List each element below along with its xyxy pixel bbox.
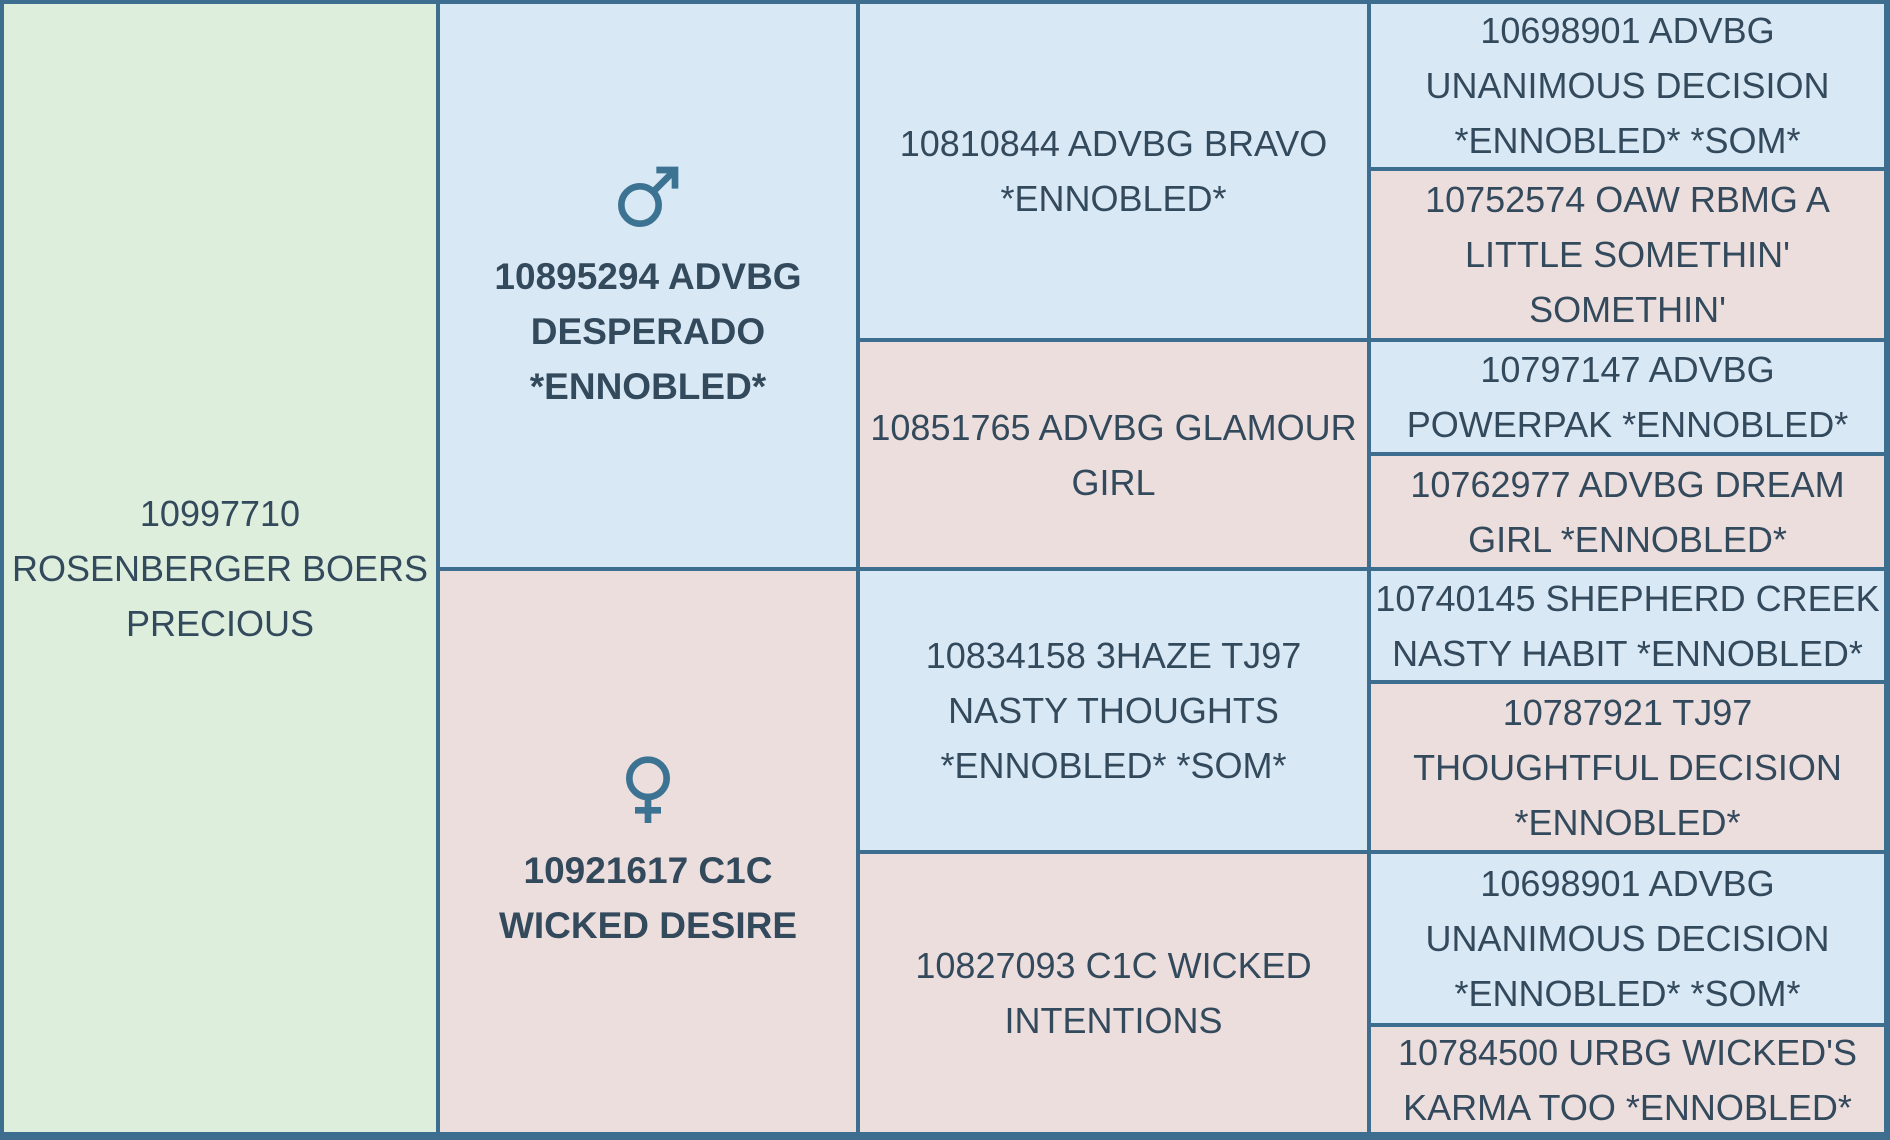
subject-label: 10997710 ROSENBERGER BOERS PRECIOUS (11, 492, 429, 644)
sire-label: 10895294 ADVBG DESPERADO *ENNOBLED* (494, 256, 802, 407)
great-granddam-cell: 10784500 URBG WICKED'S KARMA TOO *ENNOBL… (1371, 1027, 1884, 1132)
maternal-grandsire-cell: 10834158 3HAZE TJ97 NASTY THOUGHTS *ENNO… (860, 571, 1367, 850)
sire-cell: 10895294 ADVBG DESPERADO *ENNOBLED* (440, 4, 856, 567)
great-granddam-label: 10752574 OAW RBMG A LITTLE SOMETHIN' SOM… (1425, 179, 1830, 330)
great-granddam-label: 10762977 ADVBG DREAM GIRL *ENNOBLED* (1410, 463, 1845, 560)
great-grandsire-label: 10698901 ADVBG UNANIMOUS DECISION *ENNOB… (1425, 10, 1830, 161)
great-granddam-cell: 10762977 ADVBG DREAM GIRL *ENNOBLED* (1371, 456, 1884, 567)
great-grandsire-cell: 10740145 SHEPHERD CREEK NASTY HABIT *ENN… (1371, 571, 1884, 680)
great-grandsire-label: 10698901 ADVBG UNANIMOUS DECISION *ENNOB… (1425, 863, 1830, 1014)
maternal-grandsire-label: 10834158 3HAZE TJ97 NASTY THOUGHTS *ENNO… (925, 635, 1302, 786)
paternal-granddam-cell: 10851765 ADVBG GLAMOUR GIRL (860, 342, 1367, 567)
great-granddam-label: 10784500 URBG WICKED'S KARMA TOO *ENNOBL… (1397, 1031, 1858, 1128)
female-icon (608, 751, 688, 831)
great-grandsire-label: 10797147 ADVBG POWERPAK *ENNOBLED* (1406, 349, 1849, 445)
subject-cell: 10997710 ROSENBERGER BOERS PRECIOUS (4, 4, 436, 1132)
great-granddam-label: 10787921 TJ97 THOUGHTFUL DECISION *ENNOB… (1413, 691, 1842, 843)
dam-cell: 10921617 C1C WICKED DESIRE (440, 571, 856, 1132)
great-grandsire-label: 10740145 SHEPHERD CREEK NASTY HABIT *ENN… (1375, 577, 1880, 674)
dam-label: 10921617 C1C WICKED DESIRE (498, 849, 798, 946)
great-grandsire-cell: 10698901 ADVBG UNANIMOUS DECISION *ENNOB… (1371, 854, 1884, 1023)
great-granddam-cell: 10752574 OAW RBMG A LITTLE SOMETHIN' SOM… (1371, 171, 1884, 338)
maternal-granddam-label: 10827093 C1C WICKED INTENTIONS (915, 945, 1312, 1041)
great-grandsire-cell: 10698901 ADVBG UNANIMOUS DECISION *ENNOB… (1371, 4, 1884, 167)
male-icon (608, 157, 688, 237)
great-granddam-cell: 10787921 TJ97 THOUGHTFUL DECISION *ENNOB… (1371, 684, 1884, 850)
paternal-grandsire-cell: 10810844 ADVBG BRAVO *ENNOBLED* (860, 4, 1367, 338)
paternal-grandsire-label: 10810844 ADVBG BRAVO *ENNOBLED* (899, 123, 1328, 219)
maternal-granddam-cell: 10827093 C1C WICKED INTENTIONS (860, 854, 1367, 1132)
paternal-granddam-label: 10851765 ADVBG GLAMOUR GIRL (870, 406, 1357, 503)
great-grandsire-cell: 10797147 ADVBG POWERPAK *ENNOBLED* (1371, 342, 1884, 452)
